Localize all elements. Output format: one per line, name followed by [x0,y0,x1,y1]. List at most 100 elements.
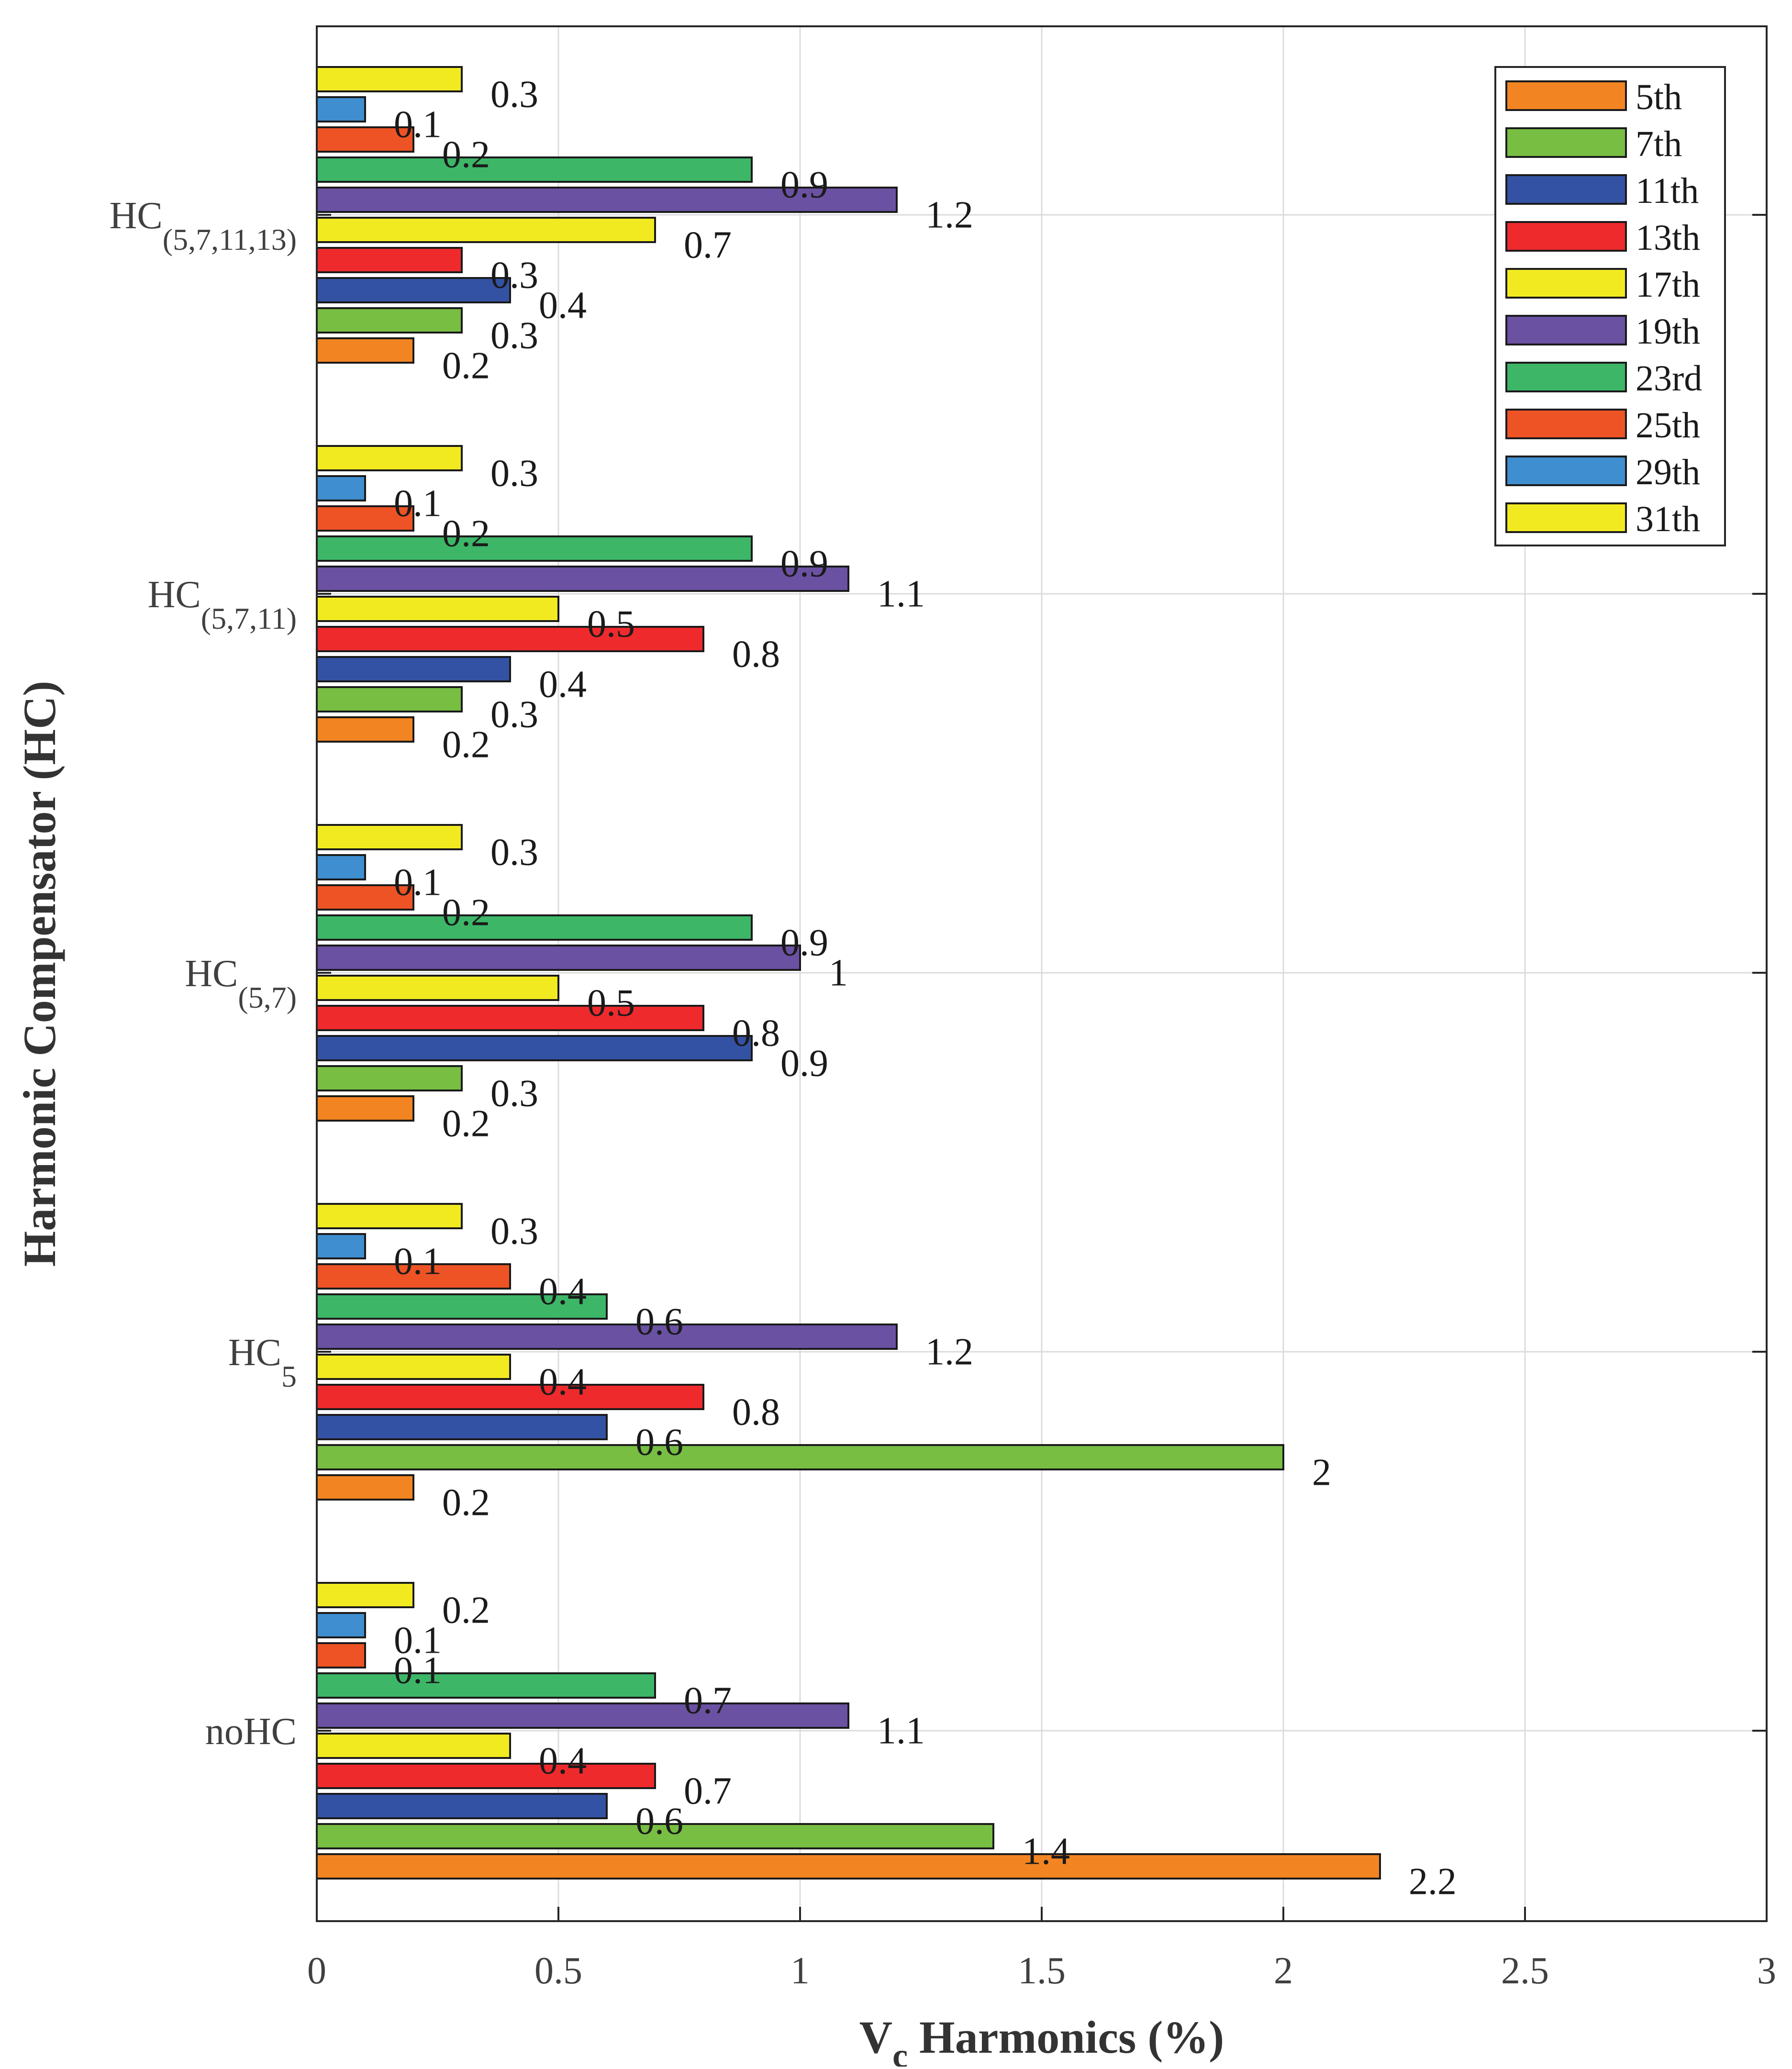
bar-19th-1 [316,1324,898,1350]
legend-swatch-31th [1505,502,1627,533]
bar-7th-4 [316,307,463,334]
legend-label-5th: 5th [1636,77,1682,117]
bar-19th-2 [316,945,801,971]
bar-value-label: 2 [1312,1452,1331,1494]
bar-11th-1 [316,1414,608,1440]
legend-swatch-13th [1505,221,1627,252]
bar-29th-2 [316,854,366,880]
bar-value-label: 0.7 [684,1680,732,1722]
bar-value-label: 1.2 [925,194,973,236]
bar-7th-2 [316,1065,463,1091]
bar-13th-4 [316,247,463,273]
legend-label-23rd: 23rd [1636,358,1702,399]
bar-value-label: 0.1 [394,1241,442,1283]
bar-17th-2 [316,975,559,1001]
bar-value-label: 0.2 [442,134,490,176]
x-tick-label-6: 3 [1757,1950,1776,1992]
x-tick-label-3: 1.5 [1018,1950,1066,1992]
bar-19th-3 [316,566,849,592]
legend-label-29th: 29th [1636,452,1700,492]
bar-value-label: 0.8 [732,1391,780,1434]
y-tick-label-4: HC(5,7,11,13) [110,195,297,256]
bar-19th-0 [316,1702,849,1729]
bar-17th-3 [316,596,559,622]
bar-value-label: 0.4 [539,1361,587,1403]
legend-label-13th: 13th [1636,218,1700,258]
bar-value-label: 0.8 [732,1012,780,1055]
bar-value-label: 0.1 [394,104,442,146]
bar-value-label: 0.9 [780,164,828,206]
legend-swatch-29th [1505,456,1627,486]
bar-5th-4 [316,337,414,364]
bar-31th-4 [316,66,463,92]
bar-29th-1 [316,1233,366,1259]
bar-11th-0 [316,1793,608,1819]
legend-label-11th: 11th [1636,171,1699,211]
bar-11th-4 [316,277,511,303]
bar-value-label: 0.5 [587,982,635,1024]
bar-value-label: 0.3 [490,453,538,495]
bar-value-label: 0.4 [539,1271,587,1313]
bar-value-label: 0.9 [780,543,828,585]
bar-31th-0 [316,1582,414,1608]
y-tick-label-0: noHC [205,1711,297,1753]
bar-29th-4 [316,96,366,122]
bar-value-label: 0.2 [442,1482,490,1524]
legend-swatch-19th [1505,315,1627,345]
bar-25th-1 [316,1263,511,1290]
legend-swatch-17th [1505,268,1627,299]
legend-label-31th: 31th [1636,499,1700,539]
bar-value-label: 1.1 [877,1710,925,1752]
bar-value-label: 1.2 [925,1331,973,1373]
legend: 5th 7th 11th 13th 17th 19th 23rd 25th 29th 31th [1494,66,1726,546]
bar-23rd-1 [316,1293,608,1320]
bar-29th-0 [316,1612,366,1638]
bar-value-label: 0.2 [442,345,490,387]
bar-13th-3 [316,626,704,652]
bar-value-label: 0.1 [394,1620,442,1662]
legend-label-7th: 7th [1636,124,1682,164]
legend-label-17th: 17th [1636,265,1700,305]
bar-value-label: 0.2 [442,1103,490,1145]
legend-swatch-25th [1505,409,1627,439]
bar-value-label: 0.4 [539,1740,587,1782]
bar-value-label: 0.7 [684,224,732,267]
legend-swatch-23rd [1505,362,1627,392]
bar-25th-0 [316,1642,366,1669]
y-tick-label-main: noHC [205,1711,297,1753]
bar-23rd-0 [316,1672,656,1699]
x-tick-label-5: 2.5 [1501,1950,1549,1992]
bar-25th-2 [316,884,414,911]
y-axis-label: Harmonic Compensator (HC) [14,681,65,1267]
bar-11th-3 [316,656,511,682]
bar-value-label: 0.2 [442,513,490,555]
bar-value-label: 2.2 [1409,1861,1457,1903]
bar-value-label: 1.4 [1022,1831,1070,1873]
bar-value-label: 0.6 [635,1301,683,1343]
bar-7th-1 [316,1444,1284,1470]
y-tick-label-main: HC [148,574,201,616]
bar-31th-1 [316,1203,463,1229]
x-tick-label-0: 0 [307,1950,326,1992]
bar-7th-3 [316,686,463,712]
x-tick-labels: 0 0.5 1 1.5 2 2.5 3 [307,1950,1776,1992]
bar-value-label: 0.1 [394,1650,442,1692]
bar-13th-2 [316,1005,704,1031]
y-tick-label-subscript: (5,7,11,13) [163,222,297,256]
legend-swatch-5th [1505,80,1627,111]
bar-value-label: 0.6 [635,1801,683,1843]
bar-5th-0 [316,1853,1381,1880]
bar-31th-2 [316,824,463,850]
legend-label-19th: 19th [1636,311,1700,352]
bar-value-label: 0.4 [539,664,587,706]
bar-19th-4 [316,187,898,213]
y-tick-label-subscript: 5 [281,1359,297,1393]
y-tick-label-subscript: (5,7) [238,980,297,1014]
y-tick-label-main: HC [228,1332,281,1374]
bar-value-label: 0.9 [780,1043,828,1085]
bar-value-label: 0.3 [490,1211,538,1253]
y-tick-label-2: HC(5,7) [185,953,297,1014]
bar-29th-3 [316,475,366,501]
bar-13th-1 [316,1384,704,1410]
